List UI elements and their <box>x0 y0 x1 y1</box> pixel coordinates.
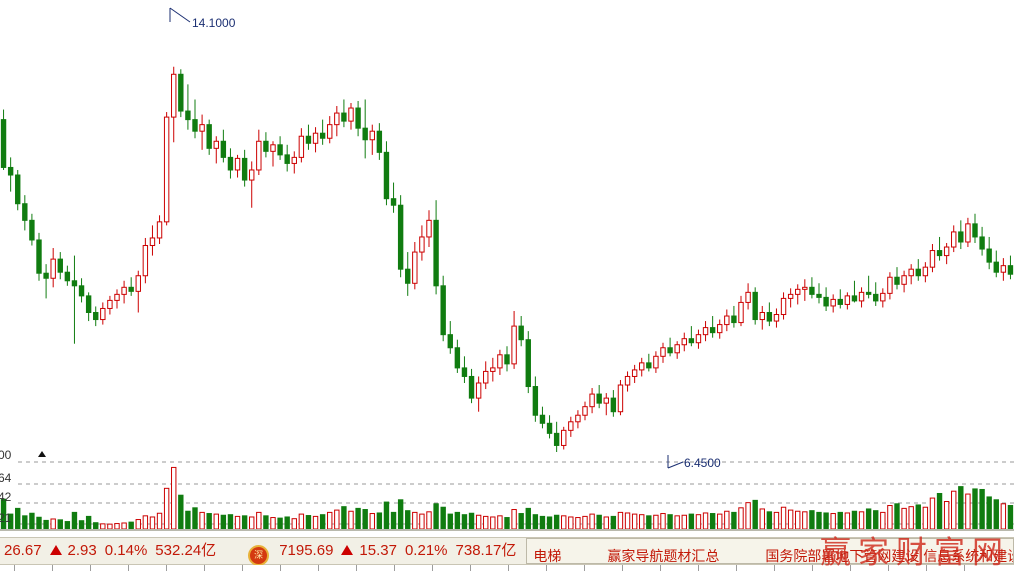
bottom-tick <box>432 565 433 571</box>
bottom-tick <box>736 565 737 571</box>
low-price-label: 6.4500 <box>684 456 721 470</box>
price-candlestick-series <box>0 66 1014 452</box>
ticker-item-2[interactable]: 国务院部署地下管网建设 信息系统和建设... <box>765 548 1014 564</box>
index-amount: 738.17亿 <box>455 542 517 559</box>
index-percent: 0.21% <box>404 542 448 559</box>
bottom-tick <box>470 565 471 571</box>
bottom-tick <box>128 565 129 571</box>
bottom-tick <box>280 565 281 571</box>
bottom-tick <box>698 565 699 571</box>
bottom-tick <box>622 565 623 571</box>
stock-percent: 0.14% <box>104 542 148 559</box>
bottom-tick <box>812 565 813 571</box>
ticker-item-1[interactable]: 赢家导航题材汇总 <box>607 548 720 564</box>
bottom-tick <box>394 565 395 571</box>
bottom-tick <box>850 565 851 571</box>
bottom-axis-strip <box>0 565 1014 578</box>
index-up-arrow-icon <box>341 545 354 555</box>
bottom-tick <box>888 565 889 571</box>
bottom-tick <box>318 565 319 571</box>
stock-price: 26.67 <box>4 542 42 559</box>
y-axis-tick-1: 64 <box>0 471 12 485</box>
bottom-tick <box>964 565 965 571</box>
low-price-annotation: 6.4500 <box>684 456 721 470</box>
high-price-label: 14.1000 <box>192 16 236 30</box>
bottom-tick <box>166 565 167 571</box>
index-value: 7195.69 <box>279 542 334 559</box>
y-axis-tick-3: 21 <box>0 511 12 525</box>
bottom-tick <box>584 565 585 571</box>
chart-area[interactable]: 00 64 42 21 14.1000 6.4500 <box>0 0 1014 537</box>
bottom-tick <box>546 565 547 571</box>
bottom-tick <box>926 565 927 571</box>
bottom-tick <box>204 565 205 571</box>
index-change: 15.37 <box>359 542 397 559</box>
stock-quote-block[interactable]: 26.67 2.93 0.14% 532.24亿 <box>0 538 220 564</box>
bottom-tick <box>90 565 91 571</box>
stock-change: 2.93 <box>67 542 97 559</box>
bottom-tick <box>660 565 661 571</box>
bottom-tick <box>242 565 243 571</box>
bottom-tick <box>508 565 509 571</box>
volume-bar-series <box>0 466 1014 531</box>
stock-amount: 532.24亿 <box>155 542 217 559</box>
index-quote-block[interactable]: 深 7195.69 15.37 0.21% 738.17亿 <box>246 538 520 566</box>
bottom-tick <box>774 565 775 571</box>
index-market-badge-icon: 深 <box>248 545 270 566</box>
bottom-tick <box>52 565 53 571</box>
high-price-annotation: 14.1000 <box>192 16 235 30</box>
stock-up-arrow-icon <box>49 545 62 555</box>
bottom-tick <box>14 565 15 571</box>
y-axis-tick-0: 00 <box>0 448 12 462</box>
ticker-item-0[interactable]: 电梯 <box>533 548 562 564</box>
bottom-tick <box>356 565 357 571</box>
status-bar: 26.67 2.93 0.14% 532.24亿 深 7195.69 15.37… <box>0 537 1014 566</box>
news-ticker-panel[interactable]: 电梯 赢家导航题材汇总 国务院部署地下管网建设 信息系统和建设... <box>526 538 1014 564</box>
y-axis-tick-2: 42 <box>0 490 12 504</box>
